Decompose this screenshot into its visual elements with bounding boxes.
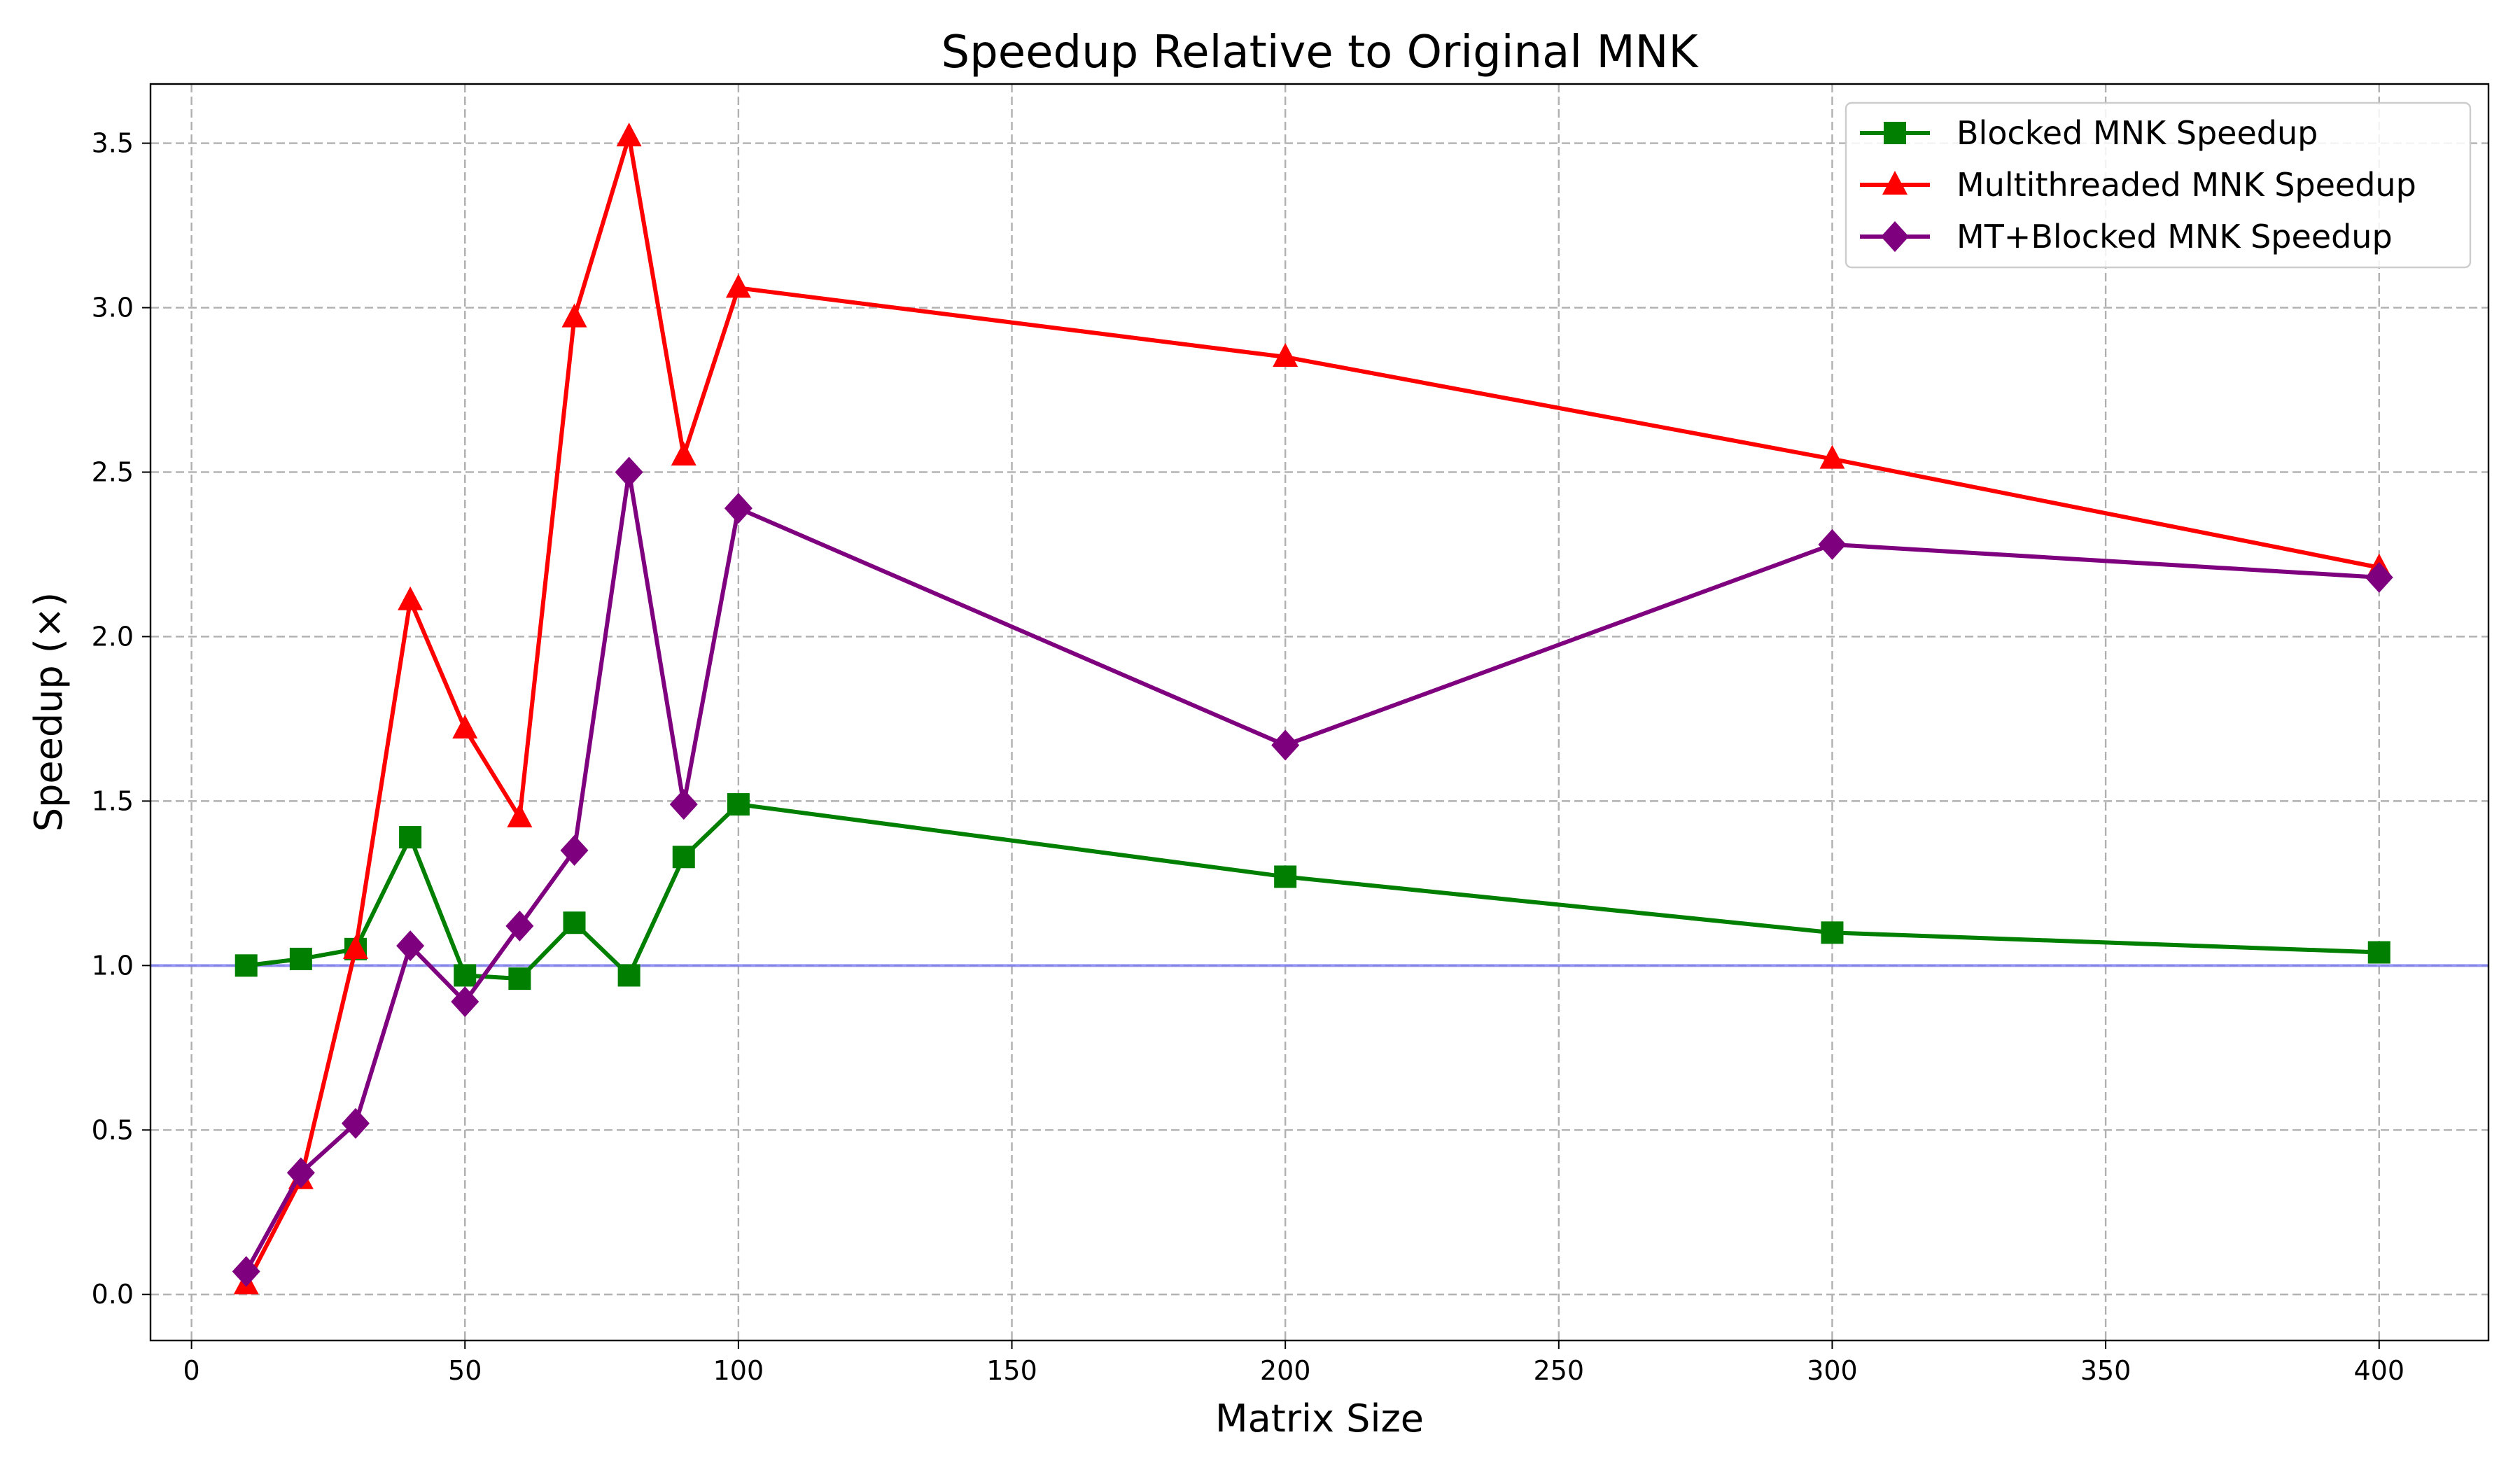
x-tick-label: 0 bbox=[183, 1355, 200, 1386]
legend-entries: Blocked MNK Speedup Multithreaded MNK Spe… bbox=[1860, 114, 2416, 255]
data-point bbox=[508, 967, 531, 990]
data-point bbox=[396, 930, 425, 962]
data-point bbox=[342, 934, 368, 959]
data-point bbox=[1273, 343, 1298, 368]
data-point bbox=[232, 1256, 260, 1287]
x-tick-label: 400 bbox=[2353, 1355, 2404, 1386]
data-point bbox=[727, 793, 750, 816]
y-tick-label: 1.0 bbox=[92, 950, 134, 981]
legend: Blocked MNK Speedup Multithreaded MNK Spe… bbox=[1844, 102, 2472, 269]
plot-area-frame bbox=[149, 83, 2490, 1342]
data-point bbox=[671, 441, 696, 465]
legend-label: Blocked MNK Speedup bbox=[1956, 114, 2318, 152]
data-point bbox=[505, 910, 534, 941]
legend-frame bbox=[1844, 102, 2472, 269]
x-tick-label: 350 bbox=[2080, 1355, 2132, 1386]
data-point bbox=[615, 456, 643, 488]
tick-layer: 0 50 100 150 200 250 300 350 400 0.0 0.5 1.0 1.5 2.0 2… bbox=[92, 128, 2404, 1386]
data-point bbox=[341, 1107, 370, 1139]
x-tick-label: 300 bbox=[1807, 1355, 1858, 1386]
data-point bbox=[560, 834, 589, 866]
legend-marker bbox=[1881, 221, 1909, 252]
series-layer bbox=[232, 122, 2393, 1295]
data-point bbox=[399, 826, 422, 849]
data-point bbox=[672, 846, 695, 869]
y-tick-label: 1.5 bbox=[92, 785, 134, 816]
legend-label: MT+Blocked MNK Speedup bbox=[1956, 218, 2393, 255]
data-point bbox=[1819, 444, 1845, 469]
data-point bbox=[2367, 941, 2390, 964]
data-point bbox=[1271, 729, 1300, 761]
y-tick-label: 2.0 bbox=[92, 621, 134, 652]
series-diamond bbox=[232, 456, 2393, 1287]
y-tick-label: 0.0 bbox=[92, 1279, 134, 1310]
data-point bbox=[507, 803, 533, 827]
y-tick-label: 2.5 bbox=[92, 456, 134, 487]
y-tick-label: 0.5 bbox=[92, 1114, 134, 1145]
data-point bbox=[725, 274, 751, 298]
data-point bbox=[616, 122, 642, 147]
legend-marker bbox=[1882, 171, 1907, 195]
data-point bbox=[1274, 865, 1297, 888]
legend-marker bbox=[1884, 122, 1906, 144]
chart-title: Speedup Relative to Original MNK bbox=[941, 27, 1699, 78]
data-point bbox=[2365, 561, 2393, 593]
data-point bbox=[561, 303, 587, 328]
data-point bbox=[669, 789, 698, 820]
x-tick-label: 150 bbox=[986, 1355, 1037, 1386]
data-point bbox=[234, 954, 258, 977]
data-point bbox=[289, 947, 312, 970]
x-axis-title: Matrix Size bbox=[1215, 1396, 1424, 1441]
series-triangle bbox=[233, 122, 2392, 1295]
data-point bbox=[724, 493, 752, 524]
x-tick-label: 200 bbox=[1260, 1355, 1311, 1386]
y-axis-title: Speedup (×) bbox=[27, 592, 71, 832]
data-point bbox=[454, 964, 477, 987]
data-point bbox=[1818, 528, 1847, 560]
data-point bbox=[452, 714, 478, 738]
x-tick-label: 50 bbox=[448, 1355, 482, 1386]
x-tick-label: 250 bbox=[1534, 1355, 1585, 1386]
legend-label: Multithreaded MNK Speedup bbox=[1956, 166, 2416, 204]
x-tick-label: 100 bbox=[713, 1355, 764, 1386]
data-point bbox=[451, 986, 479, 1018]
y-tick-label: 3.5 bbox=[92, 128, 134, 159]
data-point bbox=[563, 911, 586, 934]
y-tick-label: 3.0 bbox=[92, 293, 134, 323]
data-point bbox=[1821, 921, 1844, 944]
data-point bbox=[398, 586, 424, 610]
data-point bbox=[617, 964, 640, 987]
data-point bbox=[286, 1157, 315, 1189]
